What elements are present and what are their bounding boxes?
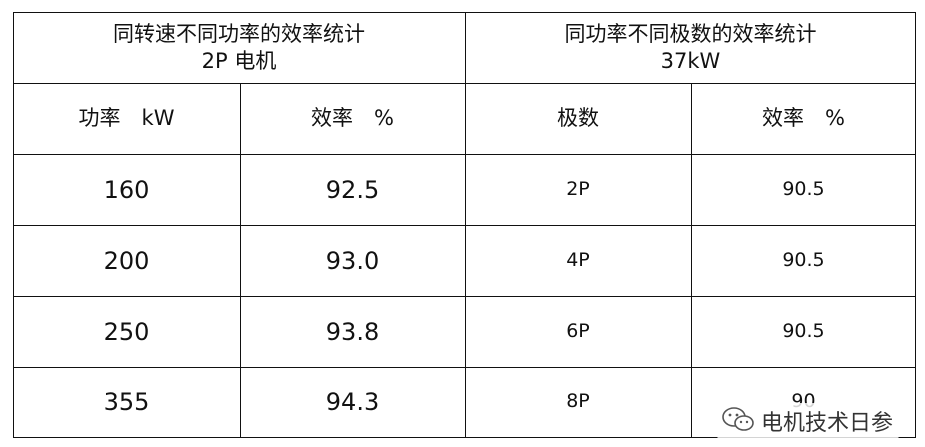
table-cell: 93.0	[325, 246, 380, 275]
right-header-subtitle: 37kW	[660, 48, 721, 73]
efficiency-table: 同转速不同功率的效率统计 2P 电机 同功率不同极数的效率统计 37kW 功率 …	[13, 12, 916, 438]
divider-right-cols	[691, 83, 692, 438]
col-header-poles: 极数	[557, 106, 599, 131]
col-header-power: 功率 kW	[78, 106, 175, 131]
divider-left-cols	[240, 83, 241, 438]
row-line-1	[13, 83, 916, 84]
right-group-header: 同功率不同极数的效率统计 37kW	[465, 12, 916, 83]
table-cell: 200	[103, 246, 150, 275]
table-cell: 90.5	[782, 177, 825, 200]
row-line-3	[13, 225, 916, 226]
table-cell: 93.8	[325, 317, 380, 346]
border-top	[13, 12, 916, 13]
table-cell: 8P	[566, 390, 590, 413]
table-cell: 90.5	[782, 319, 825, 342]
wechat-icon	[721, 406, 755, 436]
row-line-5	[13, 367, 916, 368]
table-cell: 160	[103, 175, 150, 204]
row-line-2	[13, 154, 916, 155]
col-header-efficiency-right: 效率 %	[762, 106, 845, 131]
left-header-title: 同转速不同功率的效率统计	[113, 22, 365, 47]
table-cell: 92.5	[325, 175, 380, 204]
row-line-4	[13, 296, 916, 297]
table-cell: 90.5	[782, 248, 825, 271]
left-header-subtitle: 2P 电机	[201, 48, 277, 73]
table-cell: 250	[103, 317, 150, 346]
col-header-efficiency-left: 效率 %	[311, 106, 394, 131]
watermark-text: 电机技术日参	[760, 411, 893, 436]
table-cell: 6P	[566, 319, 590, 342]
border-bottom	[13, 437, 916, 438]
table-cell: 4P	[566, 248, 590, 271]
watermark: 电机技术日参	[716, 403, 899, 439]
left-group-header: 同转速不同功率的效率统计 2P 电机	[13, 12, 465, 83]
table-cell: 94.3	[325, 388, 380, 416]
right-header-title: 同功率不同极数的效率统计	[564, 22, 817, 47]
table-cell: 2P	[566, 177, 590, 200]
table-cell: 355	[103, 388, 150, 416]
